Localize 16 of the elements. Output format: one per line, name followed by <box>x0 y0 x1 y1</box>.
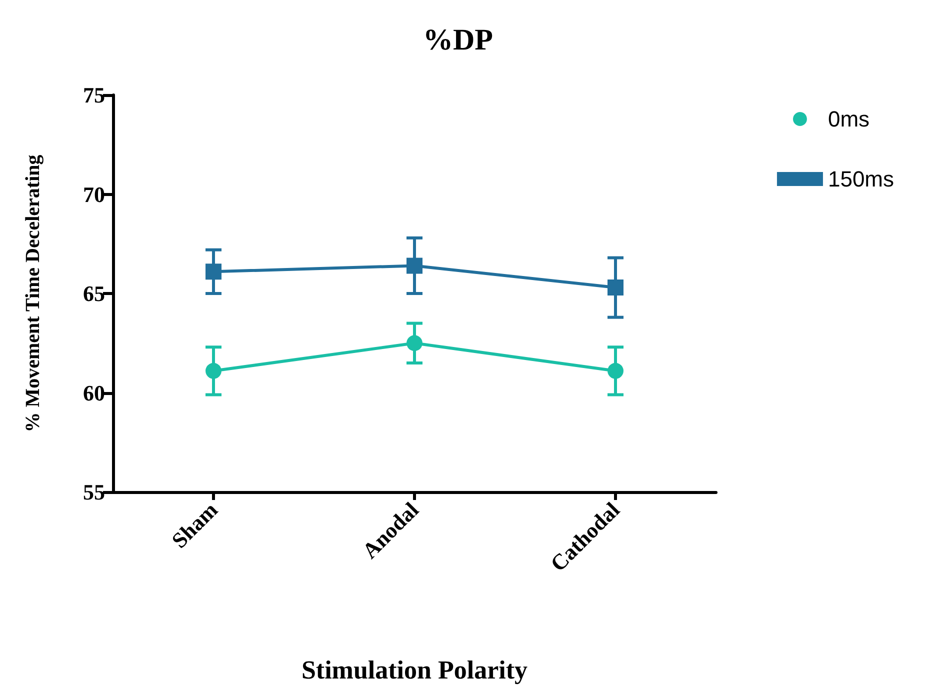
y-tick-label: 70 <box>83 182 105 207</box>
y-tick-label: 75 <box>83 82 105 108</box>
legend-label: 0ms <box>828 106 870 132</box>
y-tick-label: 60 <box>83 380 105 406</box>
y-tick-label: 65 <box>83 281 105 306</box>
point <box>206 362 222 379</box>
point <box>608 362 624 379</box>
chart-title: %DP <box>423 24 493 56</box>
y-axis-title: % Movement Time Decelerating <box>22 154 44 432</box>
legend-label: 150ms <box>828 166 894 192</box>
point <box>608 280 624 296</box>
x-axis-title: Stimulation Polarity <box>301 656 528 684</box>
point <box>406 258 422 274</box>
point <box>206 264 222 280</box>
point <box>406 335 422 352</box>
y-tick-label: 55 <box>83 480 105 504</box>
